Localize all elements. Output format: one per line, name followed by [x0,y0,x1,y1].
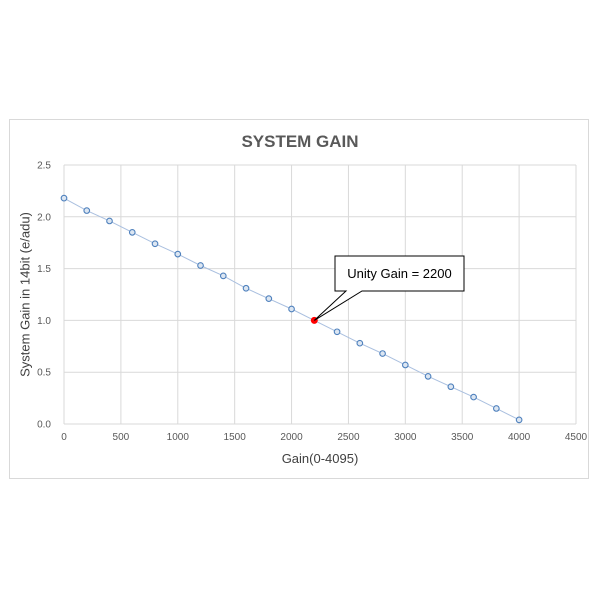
data-point [470,393,477,401]
data-point [106,217,113,225]
data-point [265,295,273,302]
data-point [356,339,364,347]
data-point [401,361,409,369]
chart-title: SYSTEM GAIN [241,132,358,151]
series-layer [60,194,523,424]
data-point [197,262,204,269]
x-tick-label: 3000 [394,432,417,443]
y-tick-label: 0.0 [37,420,51,431]
tick-layer: 0 500 1000 1500 2000 2500 3000 3500 4000 4500 0.0 0… [37,161,587,444]
y-tick-label: 0.5 [37,368,51,379]
y-tick-label: 2.5 [37,161,51,172]
y-tick-label: 1.5 [37,264,51,275]
data-point [379,350,386,357]
data-point [60,194,68,202]
data-point [493,405,500,412]
data-point [447,383,455,391]
x-tick-label: 0 [61,432,67,443]
y-axis-label: System Gain in 14bit (e/adu) [17,212,32,377]
x-tick-label: 2500 [337,432,360,443]
x-tick-label: 2000 [280,432,303,443]
x-tick-label: 4000 [508,432,531,443]
data-point [128,228,136,236]
grid-layer [63,164,577,425]
chart-frame: SYSTEM GAIN 0 500 1000 1500 2000 2500 3000 3500… [9,119,589,479]
x-tick-label: 4500 [565,432,588,443]
data-point [288,305,295,313]
data-point [151,240,159,248]
data-point [424,372,432,380]
x-tick-label: 500 [113,432,130,443]
annotation-text: Unity Gain = 2200 [347,266,451,281]
callout-layer: Unity Gain = 2200 [313,255,465,321]
x-tick-label: 1500 [224,432,247,443]
data-point [242,284,250,292]
x-axis-label: Gain(0-4095) [282,451,359,466]
x-tick-label: 3500 [451,432,474,443]
data-point [515,416,523,424]
data-point [219,272,227,280]
data-point [333,328,341,336]
y-tick-label: 1.0 [37,316,51,327]
system-gain-chart: SYSTEM GAIN 0 500 1000 1500 2000 2500 3000 3500… [17,132,587,466]
x-tick-label: 1000 [167,432,190,443]
data-point [83,207,91,214]
data-point [174,250,182,258]
annotation-callout-box [313,255,465,321]
y-tick-label: 2.0 [37,212,51,223]
